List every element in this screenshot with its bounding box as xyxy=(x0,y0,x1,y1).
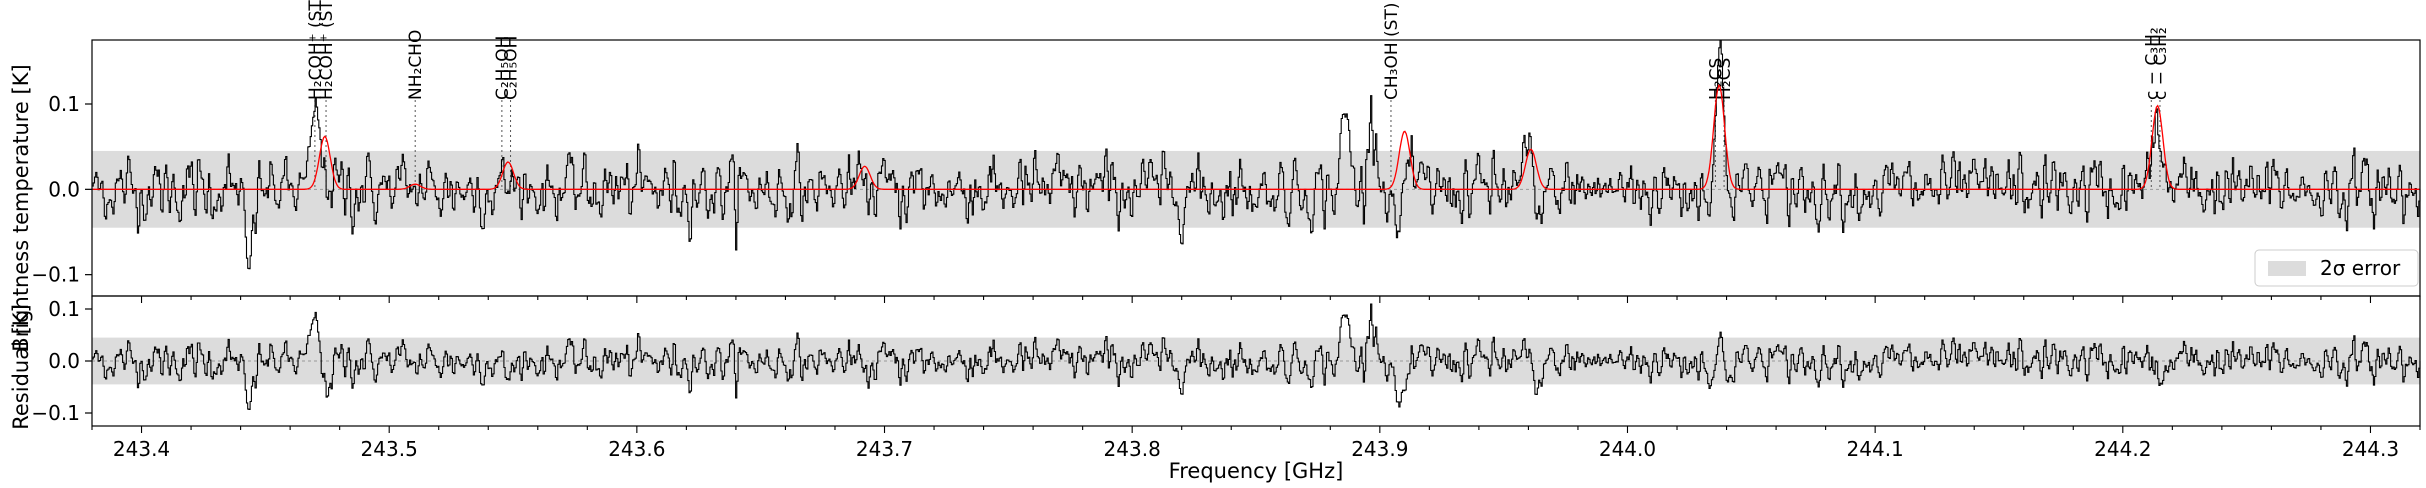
y-tick-label: 0.1 xyxy=(48,92,80,116)
x-tick-label: 244.0 xyxy=(1599,437,1656,461)
x-tick-label: 243.4 xyxy=(113,437,170,461)
x-tick-label: 243.7 xyxy=(856,437,913,461)
y-tick-label: 0.0 xyxy=(48,349,80,373)
line-marker-label: c − C₃H₂ xyxy=(2151,27,2171,100)
x-tick-label: 244.2 xyxy=(2094,437,2151,461)
y-tick-label: −0.1 xyxy=(31,401,80,425)
line-marker-label: NH₂CHO xyxy=(406,30,426,100)
line-markers: H₂COH⁺ (ST)H₂COH⁺ (ST) NH₂CHO C₂H₅OHC₂H₅OH… xyxy=(306,0,2171,190)
line-marker-label: H₂COH⁺ (ST) xyxy=(317,0,337,100)
x-tick-label: 243.6 xyxy=(608,437,665,461)
y-tick-label: 0.1 xyxy=(48,297,80,321)
residual-line xyxy=(92,303,2421,410)
x-tick-label: 243.5 xyxy=(361,437,418,461)
observed-spectrum-line xyxy=(92,39,2421,270)
y-tick-label: −0.1 xyxy=(31,263,80,287)
line-marker-label: CH₃OH (ST) xyxy=(1382,3,1402,100)
line-marker-label: H₂COH⁺ (ST) xyxy=(306,0,326,100)
bottom-x-ticks: 243.4 243.5 243.6 243.7 243.8 243.9 244.0 244.1… xyxy=(91,426,2421,461)
top-panel: H₂COH⁺ (ST)H₂COH⁺ (ST) NH₂CHO C₂H₅OHC₂H₅OH… xyxy=(9,0,2421,352)
bottom-y-ticks: −0.1 0.0 0.1 xyxy=(31,297,92,425)
x-axis-label: Frequency [GHz] xyxy=(1169,459,1344,483)
x-tick-label: 244.1 xyxy=(1847,437,1904,461)
model-line xyxy=(92,84,2420,190)
legend: 2σ error xyxy=(2254,249,2419,287)
x-tick-label: 244.3 xyxy=(2342,437,2399,461)
legend-swatch xyxy=(2268,261,2306,276)
bottom-y-axis-label: Residual [K] xyxy=(9,304,33,430)
top-y-axis-label: Brightness temperature [K] xyxy=(9,64,33,351)
x-tick-label: 243.9 xyxy=(1351,437,1408,461)
line-marker-label: c − C₃H₂ xyxy=(2142,27,2162,100)
bottom-panel: −0.10.00.1 243.4 243.5 243.6 243.7 243.8 243.… xyxy=(9,295,2421,483)
legend-box xyxy=(2254,249,2419,287)
y-tick-label: 0.0 xyxy=(48,177,80,201)
line-marker-label: C₂H₅OH xyxy=(493,36,513,100)
x-tick-label: 243.8 xyxy=(1104,437,1161,461)
top-x-ticks xyxy=(91,296,2421,303)
top-y-ticks: −0.1 0.0 0.1 xyxy=(31,92,92,287)
legend-label: 2σ error xyxy=(2320,256,2401,280)
line-marker-label: H₂CS xyxy=(1706,58,1726,100)
line-marker-label: C₂H₅OH xyxy=(502,36,522,100)
